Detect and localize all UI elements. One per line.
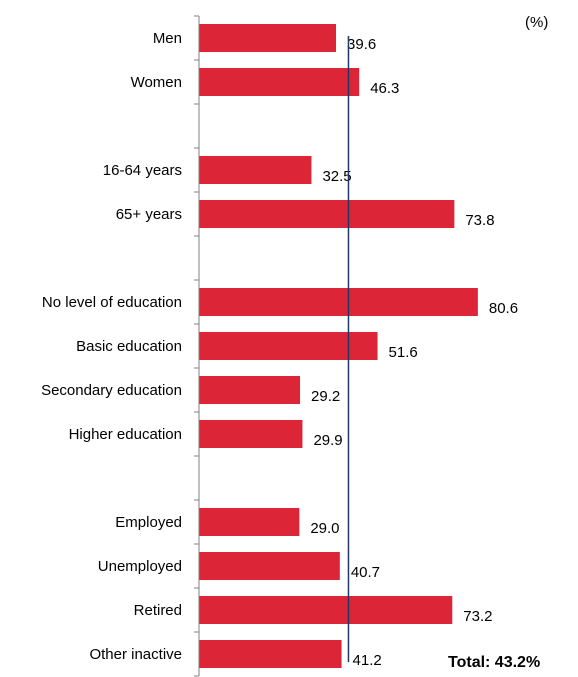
category-axis	[194, 15, 200, 677]
bar-other-inactive	[199, 640, 342, 668]
category-label-basic-education: Basic education	[76, 338, 182, 355]
value-label-men: 39.6	[347, 36, 376, 53]
category-label-men: Men	[153, 30, 182, 47]
category-label-65-years: 65+ years	[116, 206, 182, 223]
category-label-retired: Retired	[134, 602, 182, 619]
value-label-secondary-education: 29.2	[311, 388, 340, 405]
bar-16-64-years	[199, 156, 312, 184]
value-label-other-inactive: 41.2	[353, 652, 382, 669]
value-label-retired: 73.2	[463, 608, 492, 625]
bar-unemployed	[199, 552, 340, 580]
category-label-women: Women	[131, 74, 182, 91]
category-label-secondary-education: Secondary education	[41, 382, 182, 399]
bar-retired	[199, 596, 453, 624]
bar-higher-education	[199, 420, 303, 448]
value-label-65-years: 73.8	[465, 212, 494, 229]
bar-men	[199, 24, 337, 52]
bar-basic-education	[199, 332, 378, 360]
value-label-unemployed: 40.7	[351, 564, 380, 581]
bar-no-level-of-education	[199, 288, 478, 316]
value-label-employed: 29.0	[310, 520, 339, 537]
total-label: Total: 43.2%	[448, 654, 541, 671]
label-group: Men 39.6 Women 46.3 16-64 years 32.5 65+ years…	[41, 30, 518, 669]
category-label-no-level-of-education: No level of education	[42, 294, 182, 311]
value-label-women: 46.3	[370, 80, 399, 97]
bar-employed	[199, 508, 300, 536]
bar-group	[199, 24, 478, 668]
value-label-16-64-years: 32.5	[322, 168, 351, 185]
value-label-basic-education: 51.6	[389, 344, 418, 361]
category-label-employed: Employed	[115, 514, 182, 531]
bar-women	[199, 68, 360, 96]
unit-label: (%)	[525, 14, 549, 31]
category-label-other-inactive: Other inactive	[89, 646, 182, 663]
category-label-higher-education: Higher education	[69, 426, 182, 443]
category-label-16-64-years: 16-64 years	[103, 162, 182, 179]
value-label-higher-education: 29.9	[313, 432, 342, 449]
bar-65-years	[199, 200, 455, 228]
category-label-unemployed: Unemployed	[98, 558, 182, 575]
bar-secondary-education	[199, 376, 301, 404]
value-label-no-level-of-education: 80.6	[489, 300, 518, 317]
